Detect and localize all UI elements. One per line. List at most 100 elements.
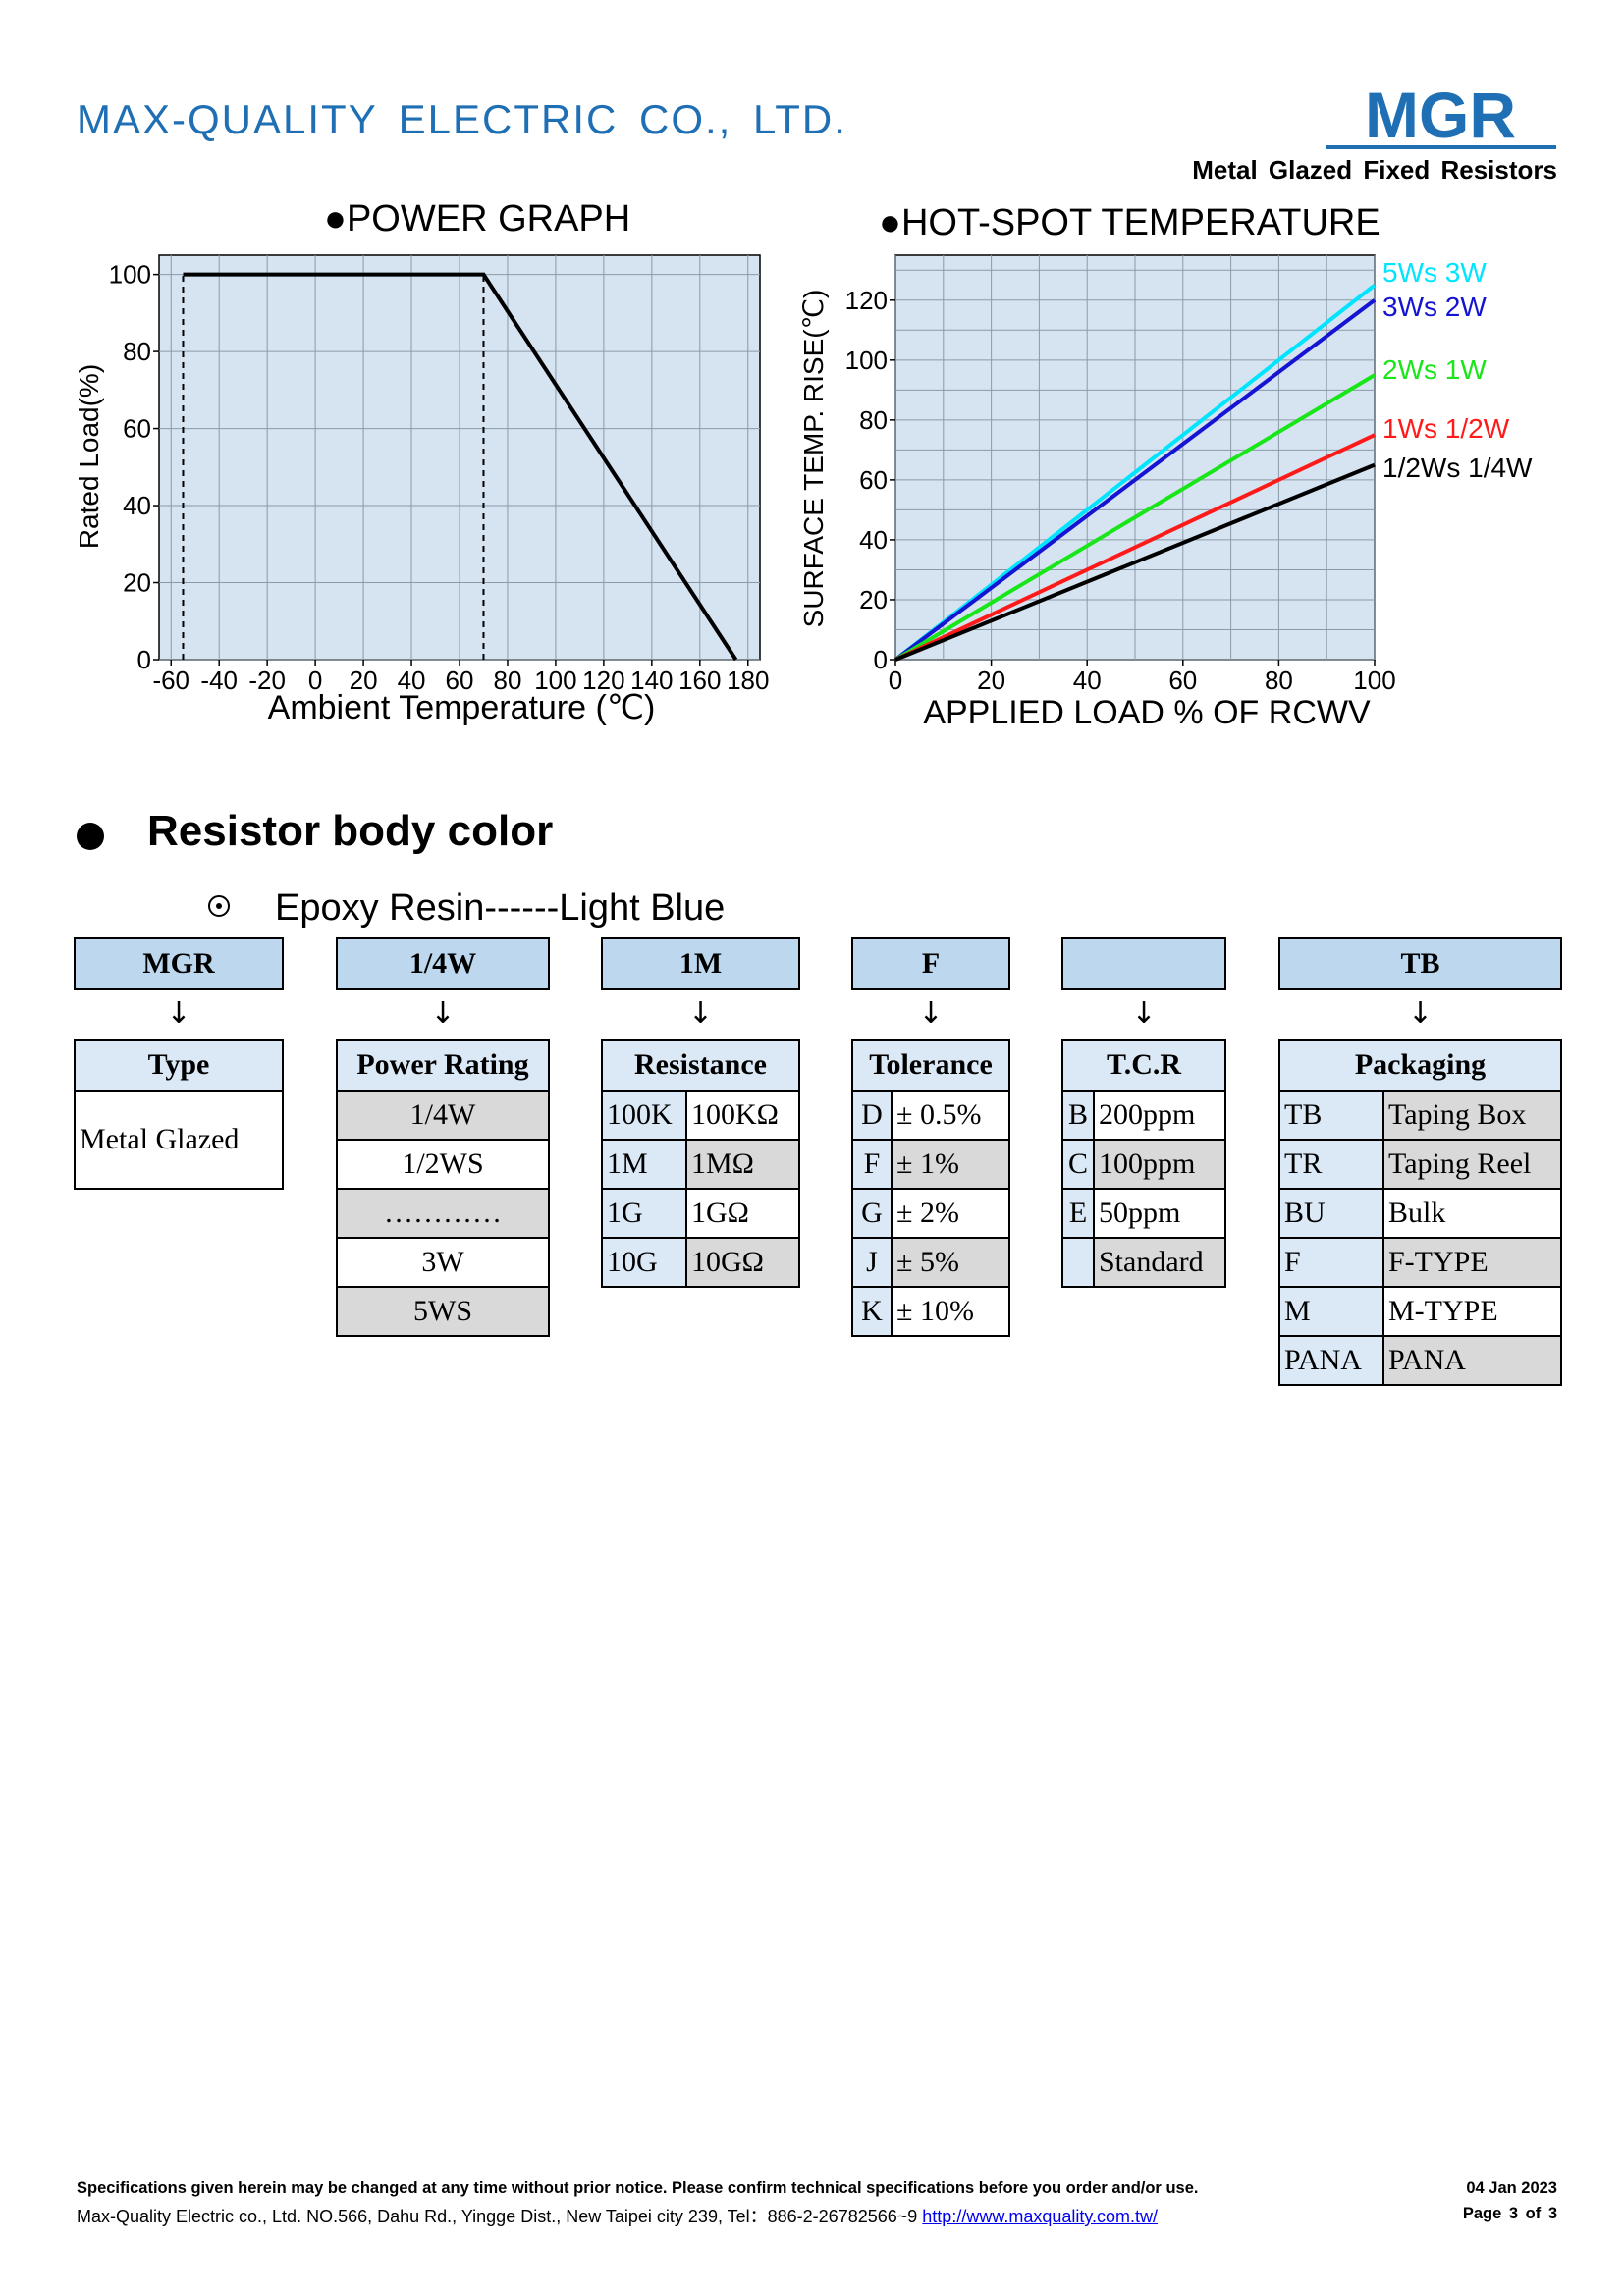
y-tick-label: 100: [845, 346, 888, 375]
table-cell: E: [1061, 1188, 1095, 1239]
x-tick-label: 140: [630, 666, 673, 695]
code-box-packaging: TB: [1278, 937, 1562, 990]
table-cell: M-TYPE: [1382, 1286, 1562, 1337]
x-tick-label: 60: [446, 666, 474, 695]
hotspot-graph-title: ●HOT-SPOT TEMPERATURE: [879, 202, 1380, 243]
logo-text: MGR: [1365, 82, 1516, 147]
table-cell: PANA: [1278, 1335, 1384, 1386]
series-line: [893, 298, 1377, 662]
tcr-header: T.C.R: [1061, 1039, 1226, 1092]
table-cell: 50ppm: [1093, 1188, 1226, 1239]
table-row: 1/4W: [336, 1090, 550, 1141]
table-cell: D: [851, 1090, 893, 1141]
footer-notice: Specifications given herein may be chang…: [77, 2179, 1199, 2197]
section-title: Resistor body color: [147, 807, 554, 855]
code-box-resistance: 1M: [601, 937, 800, 990]
x-tick-label: 0: [889, 666, 902, 695]
series-line: [183, 272, 738, 662]
x-tick-label: -40: [200, 666, 238, 695]
down-arrow-icon: ↓: [166, 996, 191, 1031]
table-cell: Bulk: [1382, 1188, 1562, 1239]
series-label: 3Ws 2W: [1382, 292, 1487, 322]
logo-underline: [1326, 145, 1556, 149]
y-tick-label: 0: [137, 645, 151, 674]
y-tick-label: 60: [123, 414, 151, 444]
series-label: 1/2Ws 1/4W: [1382, 453, 1533, 483]
y-axis-label: SURFACE TEMP. RISE(℃): [798, 290, 829, 628]
type-table: Type Metal Glazed: [74, 1039, 284, 1190]
y-tick-label: 20: [123, 568, 151, 598]
table-cell: Taping Reel: [1382, 1139, 1562, 1190]
y-tick-label: 20: [859, 585, 888, 614]
down-arrow-icon: ↓: [1407, 996, 1434, 1031]
table-cell: PANA: [1382, 1335, 1562, 1386]
table-cell: 10GΩ: [685, 1237, 800, 1288]
down-arrow-icon: ↓: [1131, 996, 1157, 1031]
table-cell: F: [851, 1139, 893, 1190]
x-tick-label: 120: [582, 666, 624, 695]
table-cell: BU: [1278, 1188, 1384, 1239]
table-row: 1/2WS: [336, 1139, 550, 1190]
y-tick-label: 40: [123, 491, 151, 520]
table-cell: J: [851, 1237, 893, 1288]
power-rating-header: Power Rating: [336, 1039, 550, 1092]
table-cell: 200ppm: [1093, 1090, 1226, 1141]
section-bullet: [77, 823, 104, 850]
y-tick-label: 120: [845, 286, 888, 315]
series-label: 1Ws 1/2W: [1382, 413, 1510, 444]
packaging-table: Packaging TB Taping Box TR Taping Reel BU B…: [1278, 1039, 1562, 1386]
x-tick-label: 80: [1265, 666, 1293, 695]
circle-dot-icon: [208, 895, 230, 917]
table-cell: Taping Box: [1382, 1090, 1562, 1141]
y-axis-label: Rated Load(%): [74, 364, 104, 549]
footer-url-link[interactable]: http://www.maxquality.com.tw/: [922, 2207, 1159, 2226]
x-tick-label: 40: [1073, 666, 1102, 695]
code-box-tcr: [1061, 937, 1226, 990]
table-cell: ± 10%: [891, 1286, 1010, 1337]
down-arrow-icon: ↓: [687, 996, 714, 1031]
table-cell: 100KΩ: [685, 1090, 800, 1141]
x-tick-label: 180: [727, 666, 769, 695]
type-header: Type: [74, 1039, 284, 1092]
y-tick-label: 80: [859, 405, 888, 435]
down-arrow-icon: ↓: [430, 996, 456, 1031]
code-box-tolerance: F: [851, 937, 1010, 990]
table-cell: G: [851, 1188, 893, 1239]
table-cell: M: [1278, 1286, 1384, 1337]
table-row: …………: [336, 1188, 550, 1239]
hotspot-graph: ●HOT-SPOT TEMPERATURE 0 20 40 60 80 100 0 20 40 6…: [798, 202, 1533, 731]
table-cell: Standard: [1093, 1237, 1226, 1288]
tcr-table: T.C.R B 200ppm C 100ppm E 50ppm Standard: [1061, 1039, 1226, 1288]
x-axis-label: Ambient Temperature (℃): [268, 689, 656, 726]
tolerance-table: Tolerance D ± 0.5% F ± 1% G ± 2% J ± 5% K ± 1…: [851, 1039, 1010, 1337]
series-line: [893, 373, 1377, 662]
y-tick-label: 60: [859, 465, 888, 495]
down-arrow-icon: ↓: [918, 996, 944, 1031]
footer-address-text: Max-Quality Electric co., Ltd. NO.566, D…: [77, 2207, 923, 2226]
table-cell: 1MΩ: [685, 1139, 800, 1190]
code-box-type: MGR: [74, 937, 284, 990]
footer-date: 04 Jan 2023: [1466, 2179, 1557, 2197]
x-tick-label: 40: [398, 666, 426, 695]
y-tick-label: 0: [874, 645, 888, 674]
table-cell: 100ppm: [1093, 1139, 1226, 1190]
table-cell: 1GΩ: [685, 1188, 800, 1239]
table-cell: K: [851, 1286, 893, 1337]
resistance-header: Resistance: [601, 1039, 800, 1092]
table-cell: ± 2%: [891, 1188, 1010, 1239]
table-cell: TB: [1278, 1090, 1384, 1141]
table-cell: 1G: [601, 1188, 687, 1239]
y-tick-label: 80: [123, 337, 151, 366]
table-cell: C: [1061, 1139, 1095, 1190]
mgr-logo: MGR: [1365, 82, 1516, 147]
x-tick-label: 20: [977, 666, 1005, 695]
power-rating-table: Power Rating 1/4W 1/2WS ………… 3W 5WS: [336, 1039, 550, 1337]
table-cell: ± 0.5%: [891, 1090, 1010, 1141]
table-row: 3W: [336, 1237, 550, 1288]
table-cell: [1061, 1237, 1095, 1288]
table-cell: 10G: [601, 1237, 687, 1288]
x-tick-label: -20: [248, 666, 286, 695]
series-label: 2Ws 1W: [1382, 354, 1487, 385]
table-cell: 1M: [601, 1139, 687, 1190]
footer-page-number: Page 3 of 3: [1462, 2205, 1557, 2222]
